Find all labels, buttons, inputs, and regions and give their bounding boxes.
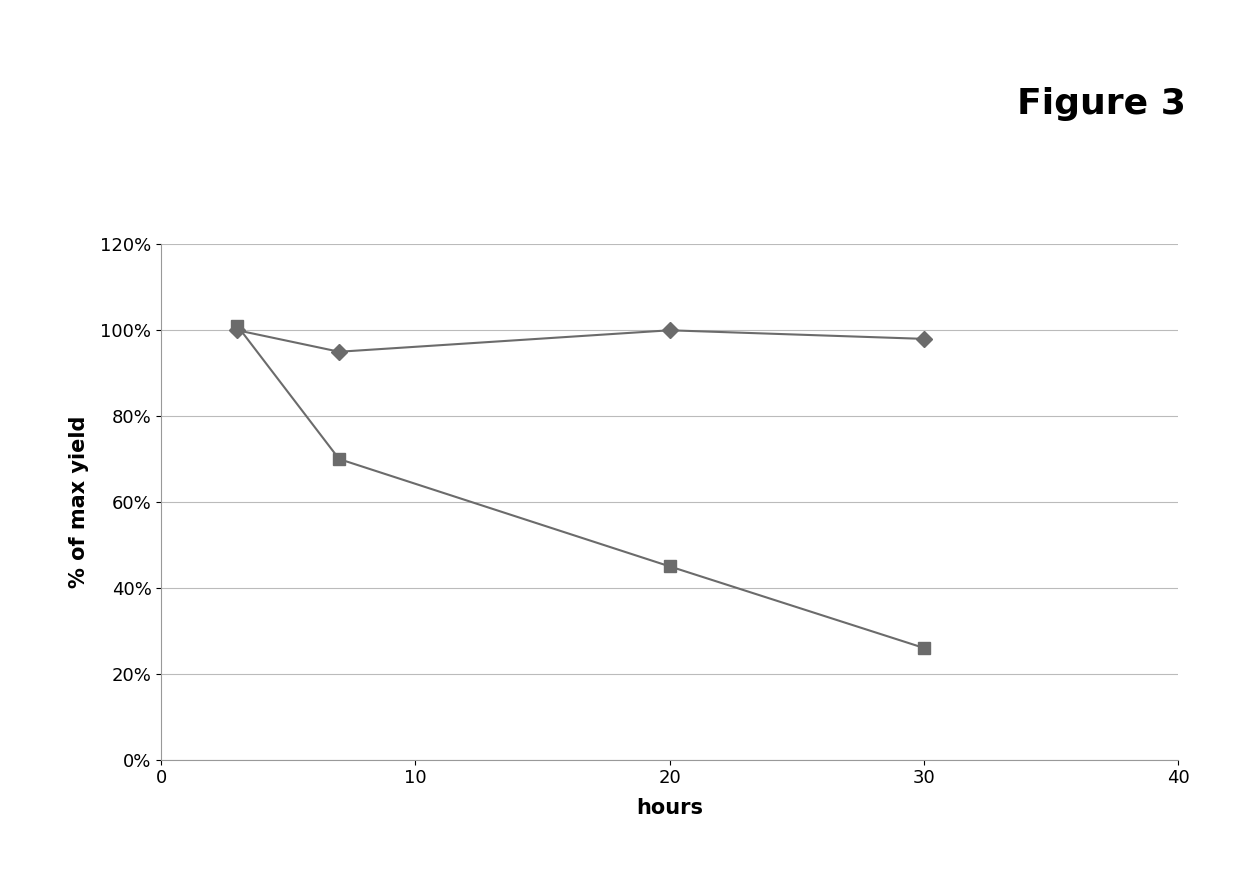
Text: Figure 3: Figure 3 xyxy=(1017,87,1185,121)
X-axis label: hours: hours xyxy=(636,798,703,818)
Y-axis label: % of max yield: % of max yield xyxy=(69,416,89,588)
